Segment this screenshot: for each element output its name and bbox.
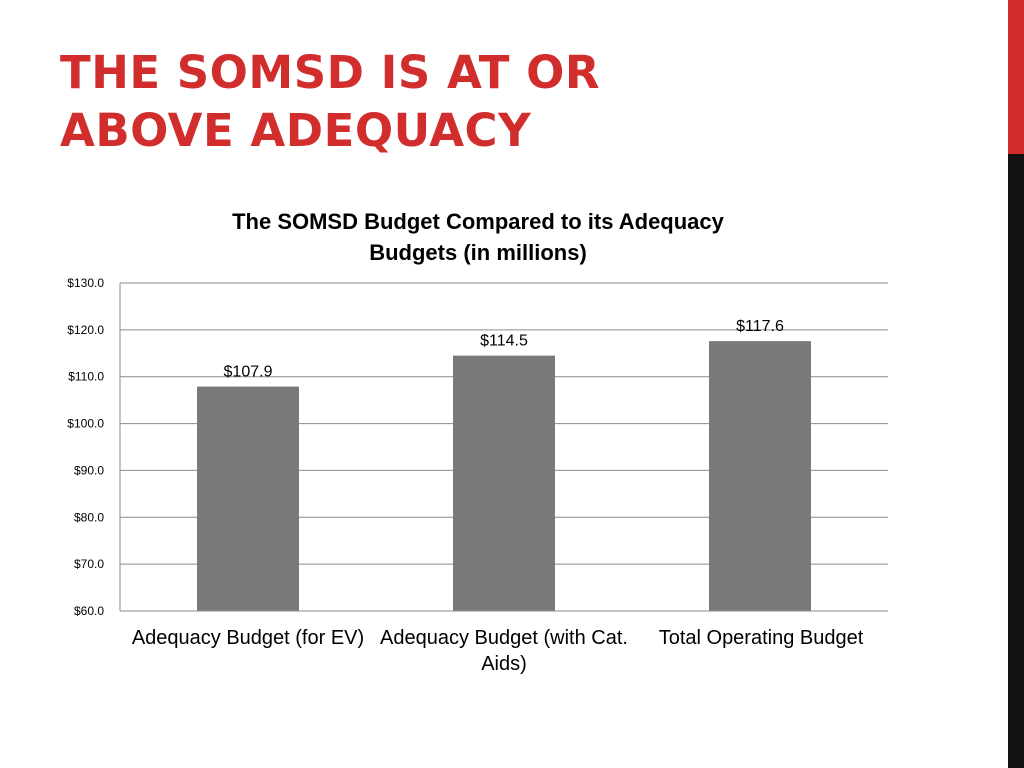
data-label: $107.9 xyxy=(224,364,273,381)
data-label: $117.6 xyxy=(736,318,784,335)
bar xyxy=(197,386,299,611)
chart-title-line-1: The SOMSD Budget Compared to its Adequac… xyxy=(232,209,724,234)
y-tick-label: $70.0 xyxy=(74,557,104,571)
y-tick-label: $80.0 xyxy=(74,510,104,524)
y-tick-label: $90.0 xyxy=(74,463,104,477)
y-tick-label: $60.0 xyxy=(74,604,104,618)
side-bar xyxy=(1008,0,1024,768)
x-category-label-1: Adequacy Budget (for EV) xyxy=(131,627,365,649)
x-category-label-2: Adequacy Budget (with Cat. Aids) xyxy=(380,627,628,675)
y-tick-label: $110.0 xyxy=(68,370,104,384)
bar-chart: $60.0 $70.0 $80.0 $90.0 $100.0 $110.0 $120.0 $1… xyxy=(67,276,888,618)
chart-title: The SOMSD Budget Compared to its Adequac… xyxy=(180,206,776,268)
x-category-label-3: Total Operating Budget xyxy=(658,627,864,649)
y-tick-label: $130.0 xyxy=(67,276,104,290)
slide-title-line-2: ABOVE ADEQUACY xyxy=(60,104,532,157)
chart-title-line-2: Budgets (in millions) xyxy=(369,240,587,265)
bar xyxy=(709,341,811,611)
side-bar-accent xyxy=(1008,0,1024,154)
slide-title: THE SOMSD IS AT OR ABOVE ADEQUACY xyxy=(60,44,600,160)
data-label: $114.5 xyxy=(480,333,528,350)
slide-title-line-1: THE SOMSD IS AT OR xyxy=(60,46,601,99)
y-tick-label: $100.0 xyxy=(67,417,104,431)
bar xyxy=(453,355,555,611)
y-tick-label: $120.0 xyxy=(67,323,104,337)
